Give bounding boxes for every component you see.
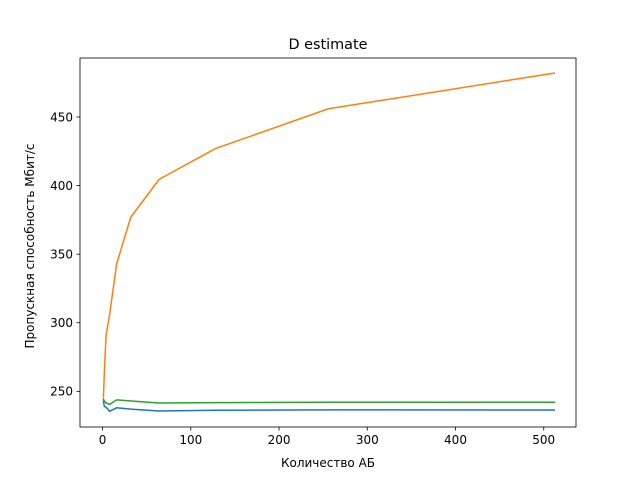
chart-title: D estimate bbox=[289, 37, 368, 53]
y-axis-label: Пропускная способность Мбит/с bbox=[23, 144, 37, 349]
x-tick-label: 0 bbox=[99, 433, 107, 447]
series-layer bbox=[102, 72, 556, 412]
x-axis-ticks: 0 100 200 300 400 500 bbox=[99, 427, 555, 447]
x-tick-label: 200 bbox=[268, 433, 291, 447]
x-axis-label: Количество АБ bbox=[281, 456, 375, 470]
series-line-1 bbox=[102, 400, 556, 412]
y-axis-ticks: 250 300 350 400 450 bbox=[50, 110, 80, 399]
axes-frame bbox=[79, 57, 577, 428]
plot-frame bbox=[79, 57, 577, 428]
y-tick-label: 400 bbox=[50, 179, 73, 193]
x-tick-label: 500 bbox=[532, 433, 555, 447]
x-tick-label: 300 bbox=[356, 433, 379, 447]
x-tick-label: 400 bbox=[444, 433, 467, 447]
y-tick-label: 450 bbox=[50, 110, 73, 124]
y-tick-label: 300 bbox=[50, 316, 73, 330]
x-tick-label: 100 bbox=[179, 433, 202, 447]
series-line-3 bbox=[102, 397, 556, 406]
y-tick-label: 350 bbox=[50, 247, 73, 261]
series-line-2 bbox=[102, 72, 556, 398]
y-tick-label: 250 bbox=[50, 385, 73, 399]
